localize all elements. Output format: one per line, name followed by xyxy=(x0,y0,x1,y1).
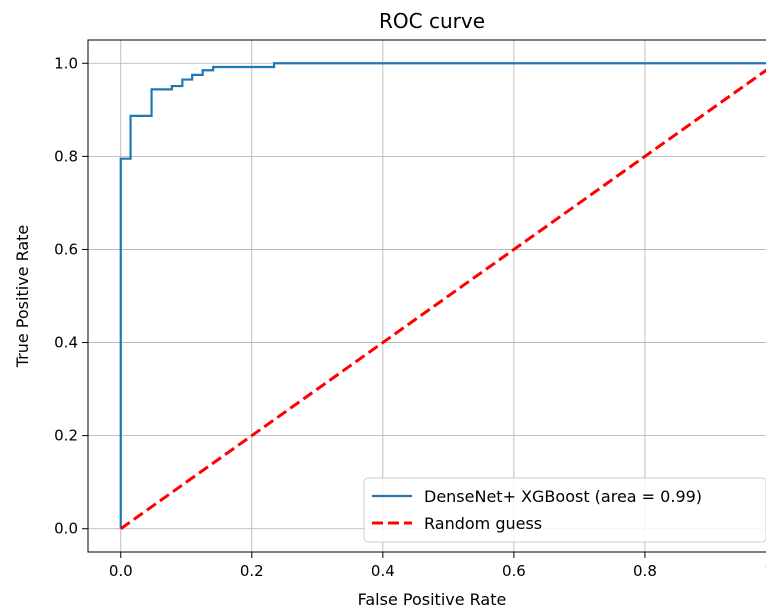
x-axis-ticks: 0.0 0.2 0.4 0.6 0.8 1.0 xyxy=(109,552,766,580)
random-guess-line xyxy=(119,68,766,530)
x-tick-label: 0.2 xyxy=(240,562,264,580)
legend-frame xyxy=(363,477,766,543)
y-axis-label: True Positive Rate xyxy=(13,225,32,369)
legend-label-random-guess: Random guess xyxy=(424,514,542,533)
x-tick-label: 0.8 xyxy=(633,562,657,580)
y-tick-label: 0.0 xyxy=(54,520,78,538)
legend-label-densenet-xgboost: DenseNet+ XGBoost (area = 0.99) xyxy=(424,487,702,506)
x-axis-label: False Positive Rate xyxy=(358,590,507,609)
x-tick-label: 0.6 xyxy=(502,562,526,580)
grid xyxy=(88,40,766,552)
y-tick-label: 0.2 xyxy=(54,427,78,445)
y-tick-label: 0.8 xyxy=(54,147,78,165)
legend: DenseNet+ XGBoost (area = 0.99) Random g… xyxy=(363,477,766,543)
roc-curve-line xyxy=(119,62,766,529)
y-axis-ticks: 0.0 0.2 0.4 0.6 0.8 1.0 xyxy=(54,54,88,538)
series-layer xyxy=(119,62,766,530)
x-tick-label: 0.0 xyxy=(109,562,133,580)
plot-frame xyxy=(87,39,766,553)
x-tick-label: 1.0 xyxy=(764,562,766,580)
y-tick-label: 0.4 xyxy=(54,334,78,352)
x-tick-label: 0.4 xyxy=(371,562,395,580)
chart-title: ROC curve xyxy=(379,9,485,33)
y-tick-label: 1.0 xyxy=(54,54,78,72)
y-tick-label: 0.6 xyxy=(54,240,78,258)
